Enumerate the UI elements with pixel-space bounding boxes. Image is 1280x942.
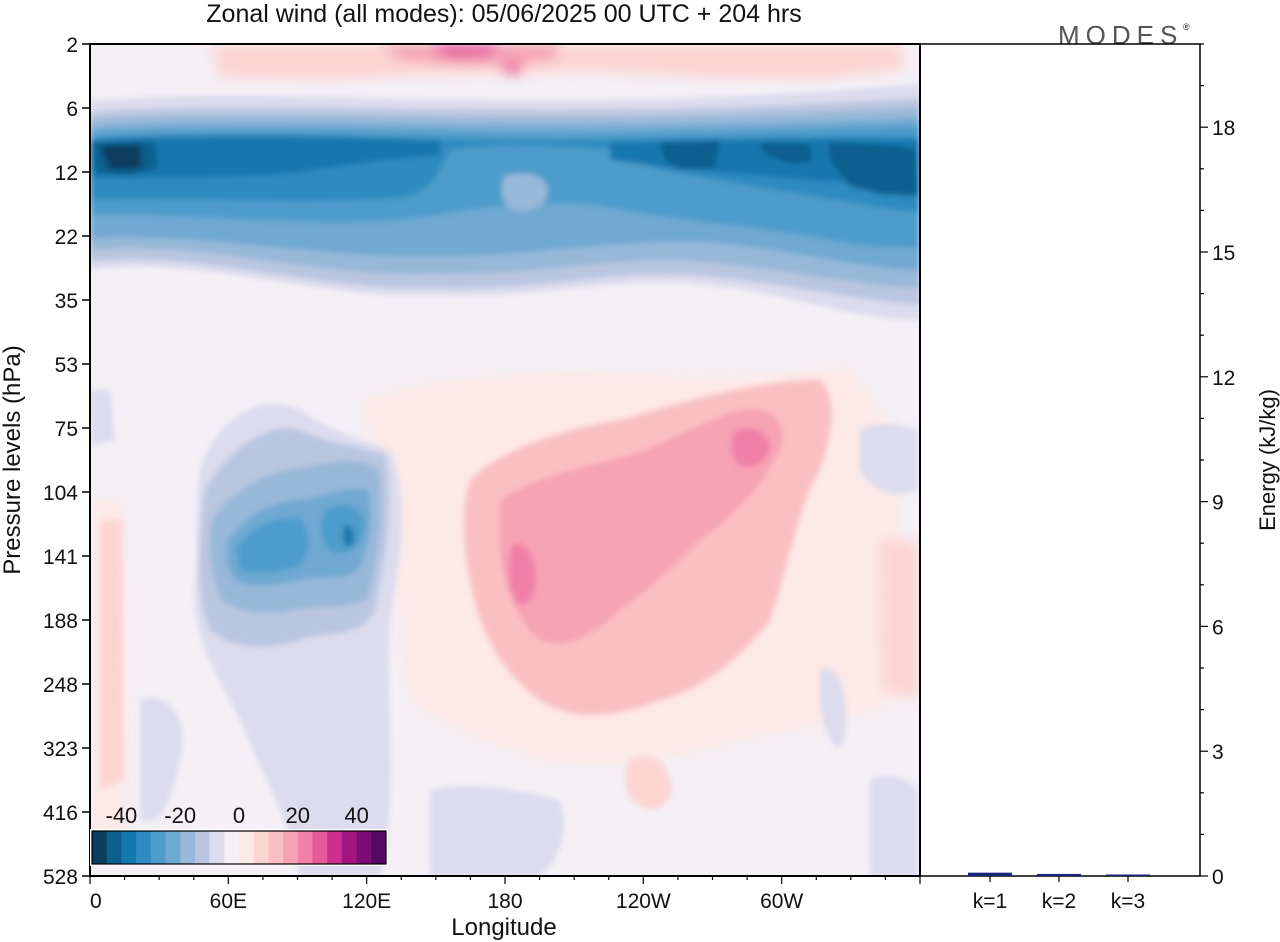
easterly-core bbox=[90, 390, 918, 876]
colorbar-swatch bbox=[312, 831, 328, 864]
colorbar-tick-label: 40 bbox=[344, 803, 368, 828]
colorbar-swatch bbox=[297, 831, 313, 864]
energy-category-label: k=1 bbox=[973, 890, 1007, 913]
colorbar-swatch bbox=[356, 831, 372, 864]
energy-category-label: k=3 bbox=[1111, 890, 1145, 913]
colorbar-swatch bbox=[253, 831, 269, 864]
wind-field bbox=[90, 44, 920, 876]
pressure-axis: 2 6 12 22 35 53 75 104 141 188 248 323 416 528 bbox=[43, 34, 90, 889]
y-tick-label: 104 bbox=[43, 482, 78, 505]
easterly-jet bbox=[90, 84, 920, 320]
longitude-axis: 0 60E 120E 180 120W 60W bbox=[89, 876, 921, 913]
x-tick-label: 120E bbox=[342, 890, 391, 913]
x-tick-label: 60E bbox=[210, 890, 247, 913]
colorbar-tick-label: -20 bbox=[164, 803, 196, 828]
modes-logo: MODES bbox=[1058, 20, 1183, 50]
energy-tick-label: 12 bbox=[1212, 367, 1235, 390]
colorbar-tick-label: 20 bbox=[286, 803, 310, 828]
chart-title: Zonal wind (all modes): 05/06/2025 00 UT… bbox=[206, 0, 801, 28]
y-tick-label: 35 bbox=[55, 290, 78, 313]
y-tick-label: 323 bbox=[43, 738, 78, 761]
colorbar-swatch bbox=[136, 831, 152, 864]
westerly-core bbox=[100, 380, 832, 810]
colorbar-swatch bbox=[283, 831, 299, 864]
energy-axis-label: Energy (kJ/kg) bbox=[1255, 389, 1280, 531]
energy-bar bbox=[968, 872, 1012, 876]
energy-bars: k=1 k=2 k=3 bbox=[968, 872, 1150, 913]
x-tick-label: 120W bbox=[616, 890, 671, 913]
energy-axis: 0 3 6 9 12 15 18 bbox=[1200, 43, 1235, 889]
y-tick-label: 75 bbox=[55, 418, 78, 441]
energy-tick-label: 6 bbox=[1212, 616, 1224, 639]
colorbar-swatch bbox=[209, 831, 225, 864]
colorbar-swatch bbox=[150, 831, 166, 864]
colorbar-swatch bbox=[121, 831, 137, 864]
y-tick-label: 188 bbox=[43, 610, 78, 633]
energy-panel-frame bbox=[919, 43, 1201, 877]
energy-bar bbox=[1037, 873, 1081, 876]
colorbar-swatch bbox=[194, 831, 211, 864]
colorbar-swatch bbox=[180, 831, 196, 864]
colorbar-swatch bbox=[92, 831, 108, 864]
y-tick-label: 6 bbox=[66, 98, 78, 121]
y-tick-label: 141 bbox=[43, 546, 78, 569]
energy-tick-label: 0 bbox=[1212, 866, 1224, 889]
colorbar-frame bbox=[91, 830, 387, 865]
x-axis-label: Longitude bbox=[451, 914, 556, 941]
colorbar: -40 -20 0 20 40 bbox=[90, 803, 388, 866]
x-tick-label: 0 bbox=[90, 890, 102, 913]
colorbar-swatch bbox=[327, 831, 343, 864]
colorbar-swatch bbox=[165, 831, 181, 864]
energy-tick-label: 15 bbox=[1212, 242, 1235, 265]
y-tick-label: 248 bbox=[43, 674, 78, 697]
colorbar-swatch bbox=[341, 831, 358, 864]
colorbar-tick-label: -40 bbox=[106, 803, 138, 828]
y-axis-label: Pressure levels (hPa) bbox=[0, 345, 26, 574]
colorbar-tick-label: 0 bbox=[233, 803, 245, 828]
colorbar-swatch bbox=[239, 831, 255, 864]
y-tick-label: 416 bbox=[43, 802, 78, 825]
energy-tick-label: 3 bbox=[1212, 741, 1224, 764]
energy-tick-label: 9 bbox=[1212, 492, 1224, 515]
x-tick-label: 180 bbox=[487, 890, 522, 913]
y-tick-label: 528 bbox=[43, 866, 78, 889]
colorbar-swatch bbox=[371, 831, 387, 864]
x-tick-label: 60W bbox=[760, 890, 803, 913]
colorbar-swatch bbox=[268, 831, 284, 864]
energy-tick-label: 18 bbox=[1212, 117, 1235, 140]
y-tick-label: 2 bbox=[66, 34, 78, 57]
energy-bar bbox=[1106, 874, 1150, 876]
y-tick-label: 12 bbox=[55, 162, 78, 185]
y-tick-label: 22 bbox=[55, 226, 78, 249]
modes-logo-mark: ® bbox=[1183, 22, 1190, 32]
energy-category-label: k=2 bbox=[1042, 890, 1076, 913]
upper-westerly-band bbox=[210, 44, 905, 80]
colorbar-swatch bbox=[224, 831, 240, 864]
y-tick-label: 53 bbox=[55, 354, 78, 377]
colorbar-swatch bbox=[106, 831, 122, 864]
